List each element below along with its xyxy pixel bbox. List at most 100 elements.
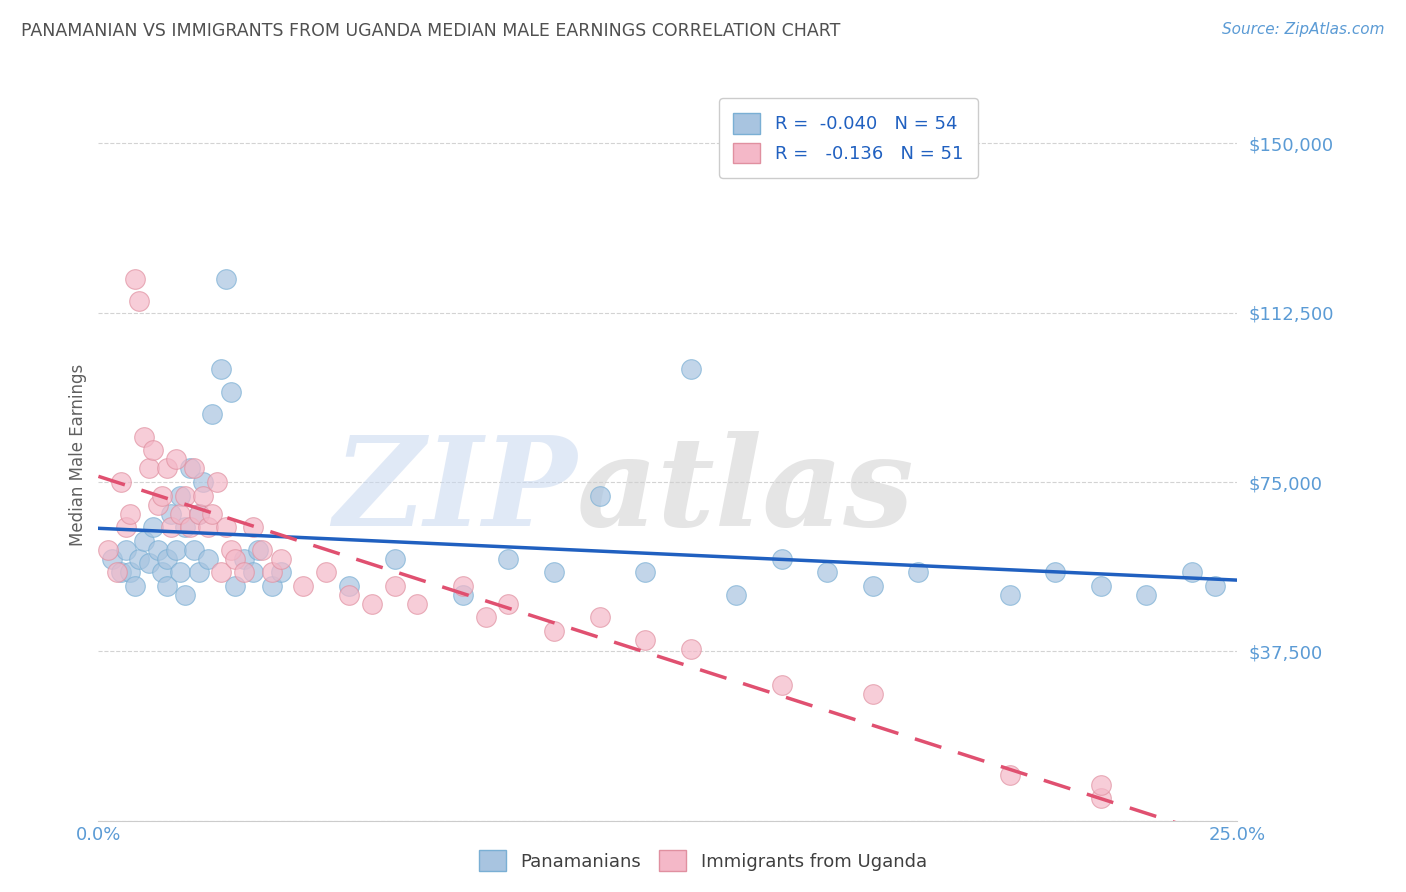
Text: Source: ZipAtlas.com: Source: ZipAtlas.com — [1222, 22, 1385, 37]
Legend: R =  -0.040   N = 54, R =   -0.136   N = 51: R = -0.040 N = 54, R = -0.136 N = 51 — [718, 98, 977, 178]
Point — [246, 542, 269, 557]
Point — [209, 566, 232, 580]
Point — [862, 579, 884, 593]
Point — [132, 533, 155, 548]
Point — [114, 520, 136, 534]
Point — [142, 443, 165, 458]
Point — [174, 489, 197, 503]
Point — [120, 507, 142, 521]
Point — [315, 566, 337, 580]
Point — [132, 430, 155, 444]
Point — [160, 520, 183, 534]
Point — [215, 520, 238, 534]
Point — [138, 461, 160, 475]
Point — [360, 597, 382, 611]
Point — [165, 452, 187, 467]
Point — [174, 588, 197, 602]
Point — [179, 461, 201, 475]
Point — [156, 579, 179, 593]
Point — [260, 566, 283, 580]
Point — [1204, 579, 1226, 593]
Point — [179, 520, 201, 534]
Text: atlas: atlas — [576, 431, 914, 552]
Point — [862, 687, 884, 701]
Point — [233, 566, 256, 580]
Point — [270, 566, 292, 580]
Point — [142, 520, 165, 534]
Point — [187, 566, 209, 580]
Point — [498, 597, 520, 611]
Point — [219, 542, 242, 557]
Point — [193, 475, 215, 489]
Point — [156, 461, 179, 475]
Point — [150, 489, 173, 503]
Point — [1181, 566, 1204, 580]
Point — [679, 362, 702, 376]
Point — [96, 542, 118, 557]
Point — [146, 498, 169, 512]
Point — [169, 507, 191, 521]
Point — [337, 588, 360, 602]
Point — [174, 520, 197, 534]
Point — [138, 556, 160, 570]
Point — [474, 610, 496, 624]
Point — [498, 551, 520, 566]
Point — [634, 566, 657, 580]
Point — [124, 272, 146, 286]
Point — [998, 768, 1021, 782]
Point — [150, 566, 173, 580]
Point — [187, 507, 209, 521]
Point — [770, 551, 793, 566]
Point — [205, 475, 228, 489]
Point — [105, 566, 128, 580]
Point — [224, 579, 246, 593]
Point — [209, 362, 232, 376]
Point — [725, 588, 748, 602]
Point — [197, 520, 219, 534]
Point — [156, 551, 179, 566]
Point — [815, 566, 838, 580]
Point — [384, 551, 406, 566]
Point — [292, 579, 315, 593]
Point — [187, 507, 209, 521]
Point — [588, 610, 610, 624]
Point — [907, 566, 929, 580]
Point — [146, 542, 169, 557]
Point — [543, 566, 565, 580]
Point — [160, 507, 183, 521]
Point — [406, 597, 429, 611]
Point — [1043, 566, 1066, 580]
Point — [169, 489, 191, 503]
Point — [543, 624, 565, 638]
Point — [110, 475, 132, 489]
Point — [224, 551, 246, 566]
Point — [242, 520, 264, 534]
Point — [270, 551, 292, 566]
Point — [998, 588, 1021, 602]
Point — [384, 579, 406, 593]
Point — [215, 272, 238, 286]
Point — [451, 588, 474, 602]
Point — [101, 551, 124, 566]
Point — [114, 542, 136, 557]
Point — [193, 489, 215, 503]
Point — [1090, 579, 1112, 593]
Point — [165, 542, 187, 557]
Point — [233, 551, 256, 566]
Point — [770, 678, 793, 692]
Point — [183, 542, 205, 557]
Point — [242, 566, 264, 580]
Point — [110, 566, 132, 580]
Point — [128, 294, 150, 309]
Point — [201, 507, 224, 521]
Point — [201, 407, 224, 421]
Text: PANAMANIAN VS IMMIGRANTS FROM UGANDA MEDIAN MALE EARNINGS CORRELATION CHART: PANAMANIAN VS IMMIGRANTS FROM UGANDA MED… — [21, 22, 841, 40]
Y-axis label: Median Male Earnings: Median Male Earnings — [69, 364, 87, 546]
Point — [260, 579, 283, 593]
Point — [679, 642, 702, 657]
Point — [451, 579, 474, 593]
Point — [197, 551, 219, 566]
Point — [588, 489, 610, 503]
Point — [183, 461, 205, 475]
Legend: Panamanians, Immigrants from Uganda: Panamanians, Immigrants from Uganda — [472, 843, 934, 879]
